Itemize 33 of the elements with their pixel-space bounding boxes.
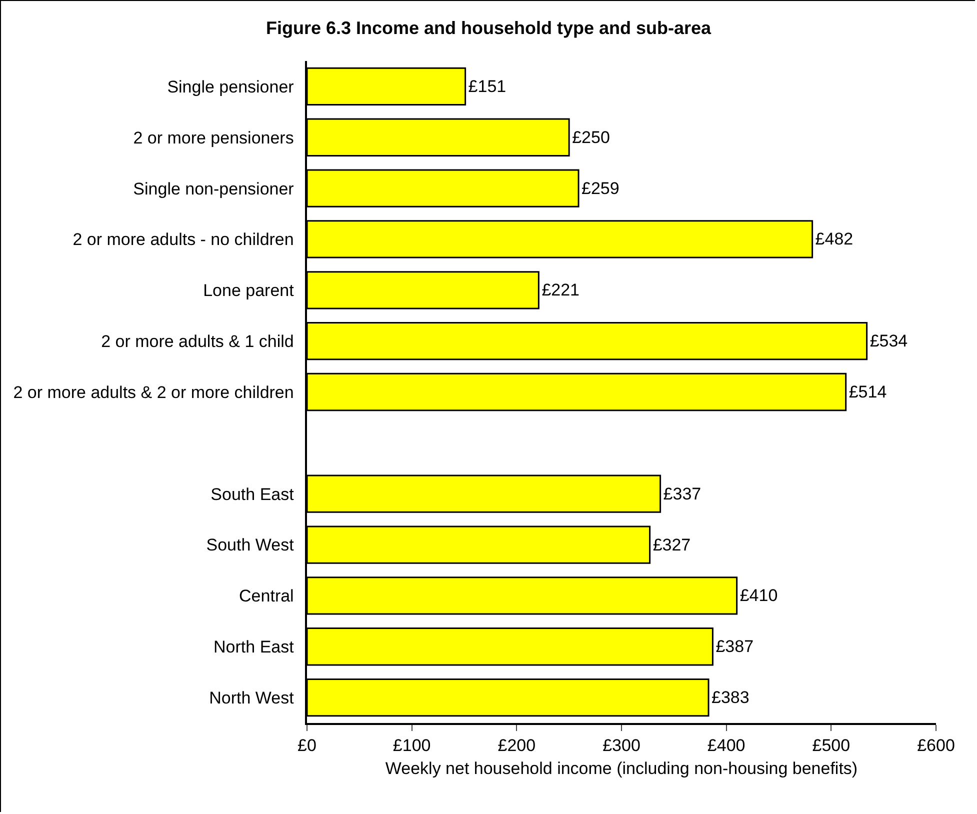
y-tick-label: Central [239,586,294,606]
x-tick-label: £500 [812,736,850,756]
data-label: £514 [848,382,887,402]
y-tick-label: South East [210,484,294,504]
data-label: £387 [716,637,754,656]
data-label: £337 [663,484,702,504]
data-label: £250 [572,128,610,147]
y-tick-label: North West [209,688,294,708]
chart-title: Figure 6.3 Income and household type and sub-area [266,18,712,38]
y-tick-label: 2 or more pensioners [133,128,294,148]
y-tick-label: Lone parent [203,281,294,300]
y-tick-label: South West [206,536,294,555]
x-tick-label: £100 [392,736,431,756]
x-tick-label: £600 [917,736,955,756]
y-tick-label: 2 or more adults - no children [72,230,294,250]
y-tick-label: 2 or more adults & 1 child [101,332,294,352]
y-tick-label: Single pensioner [167,77,294,96]
data-label: £534 [870,332,908,351]
data-label: £221 [542,280,580,300]
x-tick-label: £300 [602,736,640,756]
y-tick-label: 2 or more adults & 2 or more children [13,382,294,402]
y-tick-label: Single non-pensioner [133,179,294,198]
data-label: £410 [740,586,778,606]
data-label: £482 [815,230,854,249]
y-tick-label: North East [214,638,294,657]
data-label: £151 [468,76,506,96]
x-tick-label: £400 [707,736,746,756]
data-label: £327 [652,535,691,554]
x-tick-label: £0 [298,736,316,756]
data-label: £383 [712,688,750,708]
x-tick-label: £200 [498,736,536,756]
data-label: £259 [582,178,620,198]
x-axis-title: Weekly net household income (including non-housing benefits) [385,759,858,778]
